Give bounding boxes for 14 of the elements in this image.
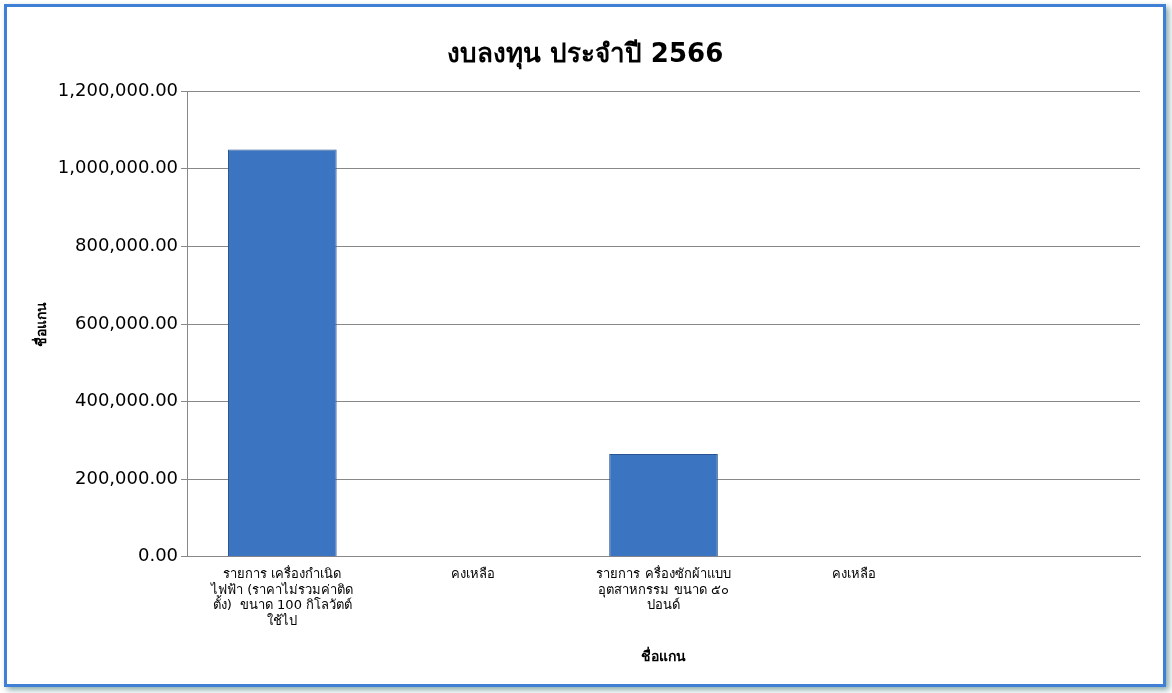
y-tick-label: 0.00 [137, 544, 179, 566]
y-tick-label: 200,000.00 [74, 466, 179, 488]
y-tick-label: 1,200,000.00 [57, 78, 179, 100]
y-axis-title: ชื่อแกน [31, 301, 50, 347]
chart-title: งบลงทุน ประจำปี 2566 [446, 38, 724, 71]
x-tick-label: คงเหลือ [450, 565, 495, 581]
y-tick-label: 400,000.00 [74, 389, 179, 411]
x-tick-label: รายการ ครื่องซักผ้าแบบอุตสาหกรรม ขนาด ๕๐ ปอนด์ [596, 564, 731, 613]
x-tick-label: รายการ เครื่องกำเนิดไฟฟ้า (ราคาไม่รวมค่าติดตั้ง) ขนาด 100 กิโลวัตต์ ใช้ไป [210, 564, 354, 628]
y-tick-label: 1,000,000.00 [57, 156, 179, 178]
x-axis-title: ชื่อแกน [641, 646, 687, 665]
y-tick-label: 800,000.00 [74, 234, 179, 256]
x-tick-label: คงเหลือ [832, 565, 877, 581]
y-tick-label: 600,000.00 [74, 311, 179, 333]
